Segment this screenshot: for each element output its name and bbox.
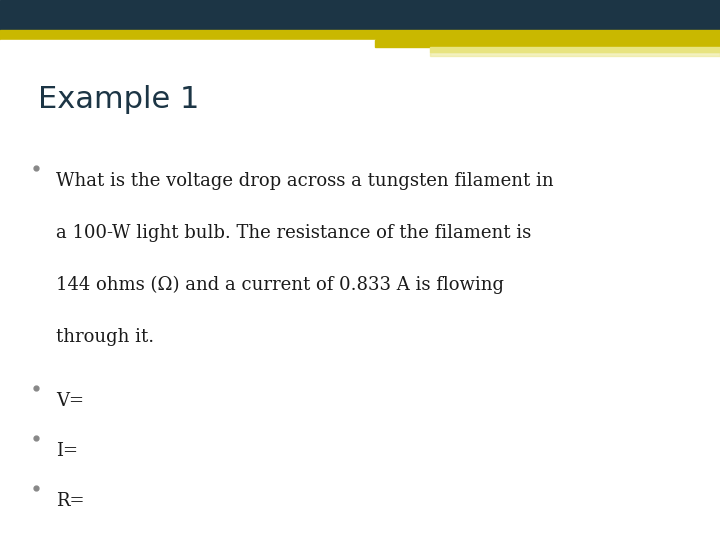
Text: What is the voltage drop across a tungsten filament in: What is the voltage drop across a tungst…	[56, 172, 554, 190]
Text: Example 1: Example 1	[38, 85, 199, 114]
Text: R=: R=	[56, 492, 84, 510]
Bar	[430, 47, 720, 52]
Bar	[0, 30, 720, 40]
Bar	[430, 52, 720, 56]
Bar	[0, 40, 375, 47]
Bar	[0, 0, 720, 30]
Text: a 100-W light bulb. The resistance of the filament is: a 100-W light bulb. The resistance of th…	[56, 224, 531, 242]
Text: V=: V=	[56, 392, 84, 410]
Bar	[375, 40, 720, 47]
Text: 144 ohms (Ω) and a current of 0.833 A is flowing: 144 ohms (Ω) and a current of 0.833 A is…	[56, 276, 504, 294]
Text: I=: I=	[56, 442, 78, 460]
Text: through it.: through it.	[56, 328, 154, 346]
